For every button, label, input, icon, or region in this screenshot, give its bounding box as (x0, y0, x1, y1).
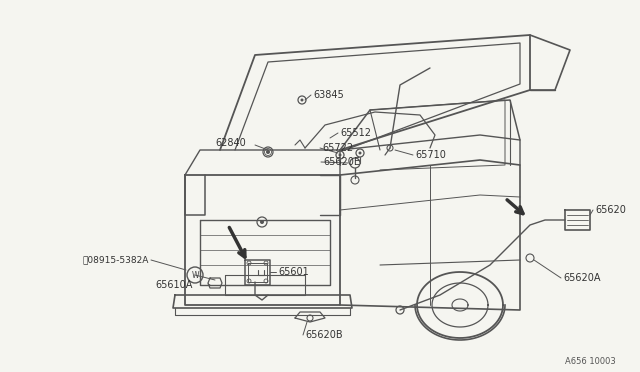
Circle shape (358, 151, 362, 154)
Text: 65620: 65620 (595, 205, 626, 215)
Circle shape (301, 99, 303, 102)
Circle shape (260, 220, 264, 224)
Text: 65620E: 65620E (323, 157, 360, 167)
Text: 65601: 65601 (278, 267, 308, 277)
Text: W: W (191, 270, 199, 279)
Circle shape (339, 154, 342, 157)
Text: 65722: 65722 (322, 143, 353, 153)
Text: 65620B: 65620B (305, 330, 342, 340)
Text: 65512: 65512 (340, 128, 371, 138)
Text: 62840: 62840 (215, 138, 246, 148)
Text: 63845: 63845 (313, 90, 344, 100)
Circle shape (266, 150, 270, 154)
Text: 65620A: 65620A (563, 273, 600, 283)
Text: 65610A: 65610A (155, 280, 193, 290)
Text: A656 10003: A656 10003 (565, 357, 616, 366)
Text: 65710: 65710 (415, 150, 446, 160)
Text: Ⓦ08915-5382A: Ⓦ08915-5382A (82, 256, 148, 264)
